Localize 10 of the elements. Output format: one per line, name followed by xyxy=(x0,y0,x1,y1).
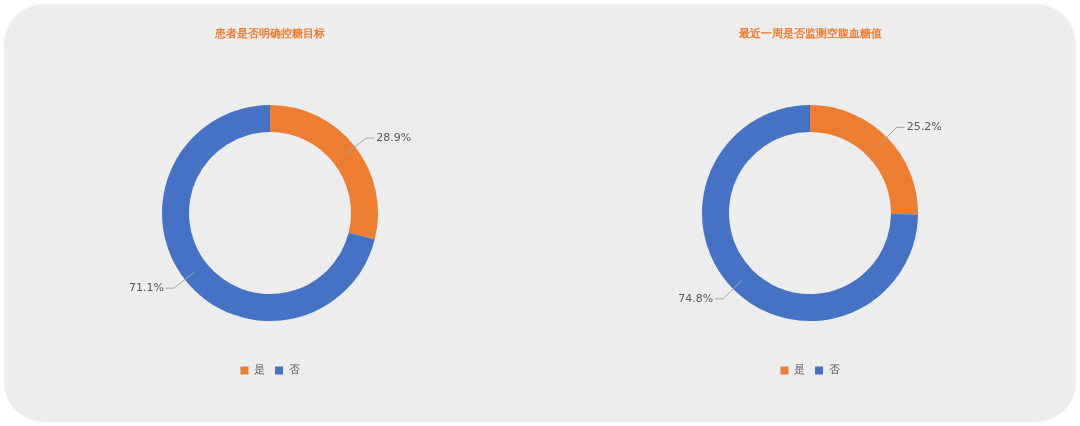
legend-label: 是 xyxy=(254,363,265,377)
data-label: 28.9% xyxy=(376,130,412,144)
chart-title: 患者是否明确控糖目标 xyxy=(214,27,325,41)
legend-label: 是 xyxy=(794,363,805,377)
data-label: 74.8% xyxy=(678,291,714,305)
chart-title: 最近一周是否监测空腹血糖值 xyxy=(737,27,882,41)
legend-label: 否 xyxy=(828,363,840,377)
legend-label: 否 xyxy=(288,363,300,377)
data-label: 71.1% xyxy=(128,281,164,295)
data-label: 25.2% xyxy=(906,120,942,134)
